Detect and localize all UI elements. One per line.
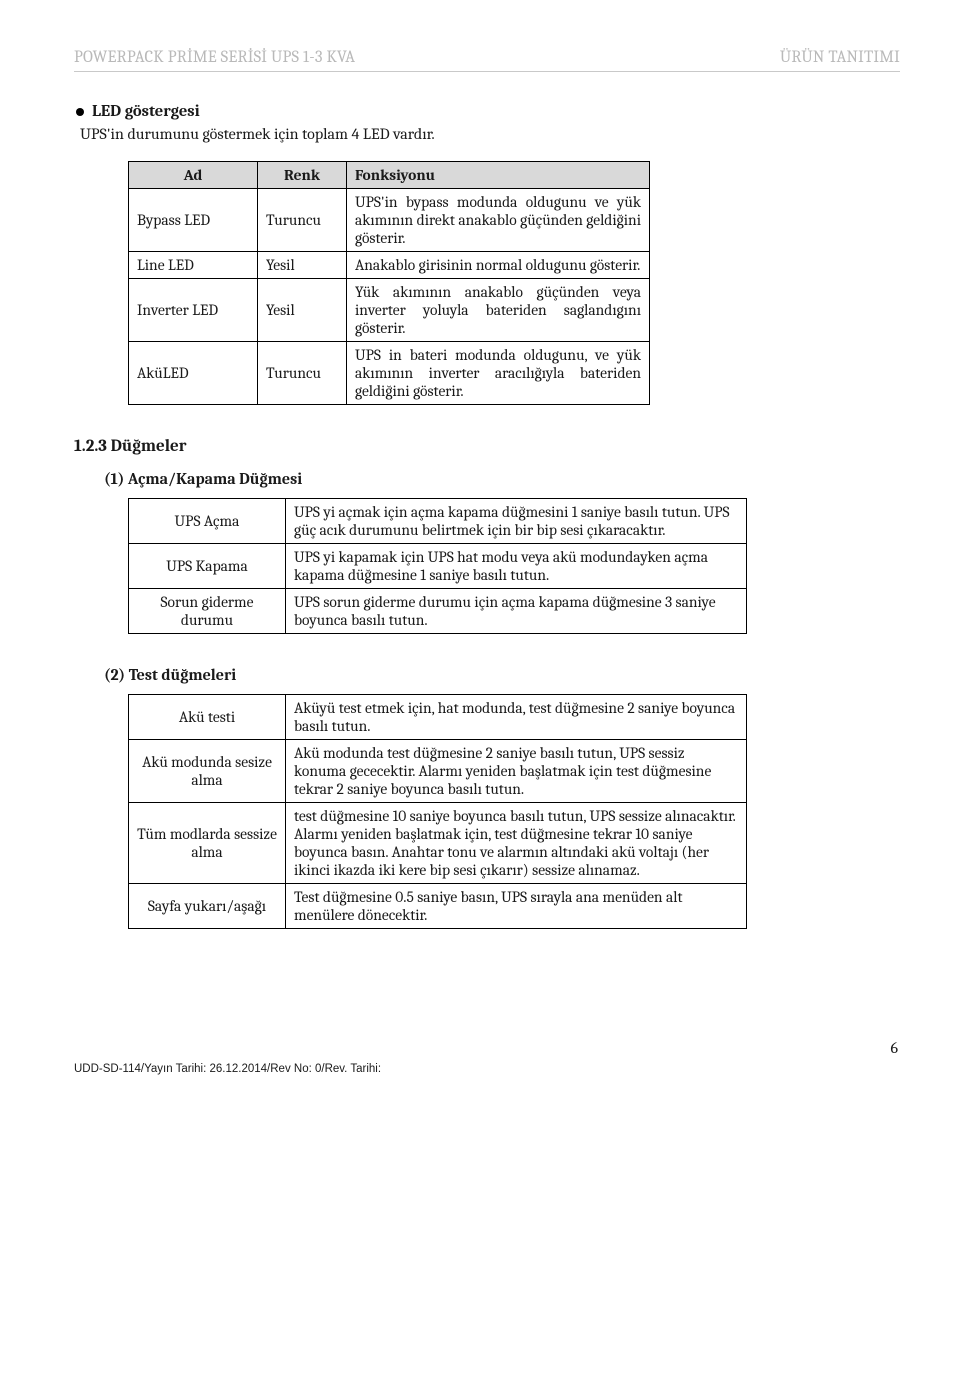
cell-renk: Turuncu (258, 189, 347, 252)
cell-ad: Line LED (129, 252, 258, 279)
table-row: Akü testi Aküyü test etmek için, hat mod… (129, 695, 747, 740)
table-row: Tüm modlarda sessize alma test düğmesine… (129, 803, 747, 884)
table-row: Sorun giderme durumu UPS sorun giderme d… (129, 589, 747, 634)
test-table: Akü testi Aküyü test etmek için, hat mod… (128, 694, 747, 929)
table-row: Inverter LED Yesil Yük akımının anakablo… (129, 279, 650, 342)
cell-desc: UPS sorun giderme durumu için açma kapam… (286, 589, 747, 634)
section-led-text: LED göstergesi (92, 102, 200, 121)
cell-desc: test düğmesine 10 saniye boyunca basılı … (286, 803, 747, 884)
table-row: Sayfa yukarı/aşağı Test düğmesine 0.5 sa… (129, 884, 747, 929)
cell-desc: UPS yi kapamak için UPS hat modu veya ak… (286, 544, 747, 589)
cell-desc: Akü modunda test düğmesine 2 saniye bası… (286, 740, 747, 803)
section-led-title: LED göstergesi (74, 102, 900, 121)
col-renk: Renk (258, 162, 347, 189)
onoff-table: UPS Açma UPS yi açmak için açma kapama d… (128, 498, 747, 634)
page-footer: 6 UDD-SD-114/Yayın Tarihi: 26.12.2014/Re… (74, 1039, 900, 1075)
cell-ad: Inverter LED (129, 279, 258, 342)
cell-desc: Test düğmesine 0.5 saniye basın, UPS sır… (286, 884, 747, 929)
header-divider (74, 71, 900, 72)
header-left: POWERPACK PRİME SERİSİ UPS 1-3 KVA (74, 48, 355, 67)
cell-label: Akü modunda sesize alma (129, 740, 286, 803)
cell-fn: Anakablo girisinin normal oldugunu göste… (347, 252, 650, 279)
sub-acma-kapama: (1) Açma/Kapama Düğmesi (104, 470, 900, 488)
page-number: 6 (74, 1039, 898, 1057)
cell-label: Sayfa yukarı/aşağı (129, 884, 286, 929)
led-table: Ad Renk Fonksiyonu Bypass LED Turuncu UP… (128, 161, 650, 405)
cell-label: UPS Kapama (129, 544, 286, 589)
cell-label: Sorun giderme durumu (129, 589, 286, 634)
table-row: UPS Açma UPS yi açmak için açma kapama d… (129, 499, 747, 544)
cell-desc: Aküyü test etmek için, hat modunda, test… (286, 695, 747, 740)
cell-label: Akü testi (129, 695, 286, 740)
table-row: AküLED Turuncu UPS in bateri modunda old… (129, 342, 650, 405)
section-buttons-title: 1.2.3 Düğmeler (74, 437, 900, 456)
cell-renk: Yesil (258, 252, 347, 279)
footer-doc-info: UDD-SD-114/Yayın Tarihi: 26.12.2014/Rev … (74, 1063, 900, 1075)
cell-fn: Yük akımının anakablo güçünden veya inve… (347, 279, 650, 342)
table-row: Line LED Yesil Anakablo girisinin normal… (129, 252, 650, 279)
cell-renk: Turuncu (258, 342, 347, 405)
cell-label: UPS Açma (129, 499, 286, 544)
cell-renk: Yesil (258, 279, 347, 342)
cell-fn: UPS in bateri modunda oldugunu, ve yük a… (347, 342, 650, 405)
header-right: ÜRÜN TANITIMI (780, 48, 900, 67)
cell-label: Tüm modlarda sessize alma (129, 803, 286, 884)
sub-test: (2) Test düğmeleri (104, 666, 900, 684)
table-row: UPS Kapama UPS yi kapamak için UPS hat m… (129, 544, 747, 589)
cell-ad: AküLED (129, 342, 258, 405)
cell-desc: UPS yi açmak için açma kapama düğmesini … (286, 499, 747, 544)
table-header-row: Ad Renk Fonksiyonu (129, 162, 650, 189)
section-led-intro: UPS'in durumunu göstermek için toplam 4 … (80, 125, 900, 143)
cell-ad: Bypass LED (129, 189, 258, 252)
table-row: Akü modunda sesize alma Akü modunda test… (129, 740, 747, 803)
cell-fn: UPS'in bypass modunda oldugunu ve yük ak… (347, 189, 650, 252)
table-row: Bypass LED Turuncu UPS'in bypass modunda… (129, 189, 650, 252)
bullet-icon (76, 108, 84, 116)
col-ad: Ad (129, 162, 258, 189)
page-header: POWERPACK PRİME SERİSİ UPS 1-3 KVA ÜRÜN … (74, 48, 900, 67)
col-fonksiyonu: Fonksiyonu (347, 162, 650, 189)
